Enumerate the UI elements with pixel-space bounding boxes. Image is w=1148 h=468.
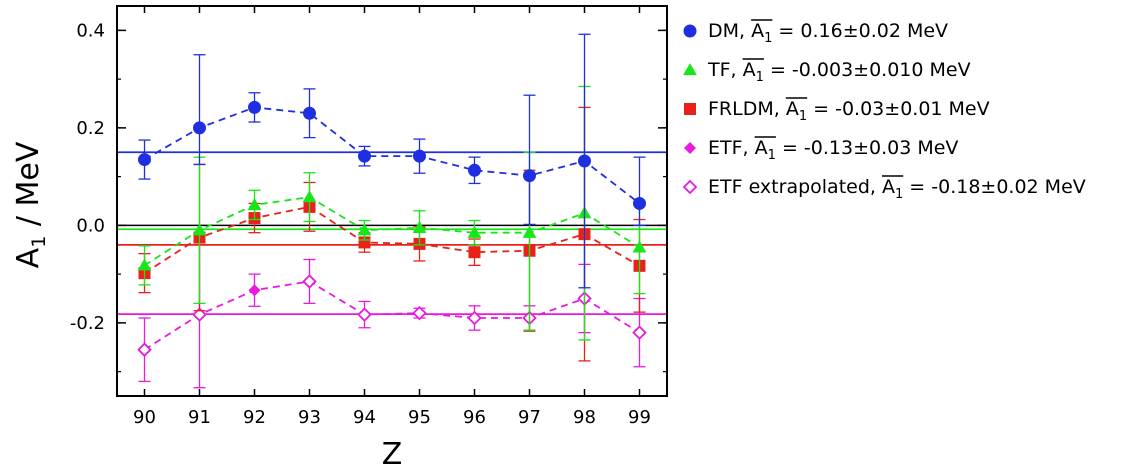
point-dm [633,196,646,210]
legend-label-etf-extrapolated: ETF extrapolated, A1 = -0.18±0.02 MeV [708,176,1086,202]
point-tf [247,198,262,211]
point-tf [522,225,537,238]
point-etf-extrapolated [302,274,317,289]
y-axis-title-text: A1 / MeV [11,141,50,268]
legend-marker-etf-extrapolated [682,179,698,195]
legend-label-dm: DM, A1 = 0.16±0.02 MeV [708,20,948,46]
point-etf-extrapolated [632,325,647,340]
point-tf [192,223,207,236]
legend-marker-dm [683,24,697,38]
legend-marker-etf [684,142,696,154]
x-tick-label: 98 [573,407,596,428]
x-tick-label: 92 [243,407,266,428]
plot-frame [116,5,668,397]
point-tf [302,190,317,203]
legend: DM, A1 = 0.16±0.02 MeV TF, A1 = -0.003±0.… [682,19,1086,202]
point-etf-extrapolated [192,307,207,322]
legend-label-frldm: FRLDM, A1 = -0.03±0.01 MeV [708,98,990,124]
point-dm [413,149,426,163]
legend-marker-tf [683,63,697,76]
point-frldm [468,246,481,259]
x-tick-label: 97 [518,407,541,428]
x-axis-title: Z [382,437,403,468]
point-tf [137,258,152,271]
x-tick-label: 94 [353,407,376,428]
point-dm [303,106,316,120]
point-dm [358,149,371,163]
x-tick-label: 90 [133,407,156,428]
dashed-line-dm [144,106,641,205]
y-axis-title: A1 / MeV [11,141,50,268]
y-tick-label: -0.2 [70,313,105,334]
y-tick-label: 0.2 [76,118,105,139]
x-tick-label: 93 [298,407,321,428]
point-tf [357,223,372,236]
point-dm [578,154,591,168]
point-etf-extrapolated [467,310,482,326]
point-dm [523,169,536,183]
legend-label-tf: TF, A1 = -0.003±0.010 MeV [707,59,971,85]
point-tf [467,225,482,238]
point-etf-extrapolated [357,307,372,322]
dashed-line-frldm [144,205,640,274]
point-etf [248,284,261,297]
x-tick-label: 96 [463,407,486,428]
x-tick-label: 91 [188,407,211,428]
point-tf [412,220,427,233]
y-tick-label: 0.0 [76,215,105,236]
point-tf [632,240,647,253]
point-dm [193,121,206,135]
point-etf-extrapolated [412,305,427,321]
point-dm [138,153,151,167]
dashed-line-etf [144,280,640,351]
point-dm [468,163,481,177]
x-tick-label: 95 [408,407,431,428]
legend-marker-frldm [684,103,696,115]
x-tick-label: 99 [628,407,651,428]
point-etf-extrapolated [137,342,152,357]
point-dm [248,100,261,114]
legend-label-etf: ETF, A1 = -0.13±0.03 MeV [708,137,958,163]
y-tick-label: 0.4 [76,20,105,41]
